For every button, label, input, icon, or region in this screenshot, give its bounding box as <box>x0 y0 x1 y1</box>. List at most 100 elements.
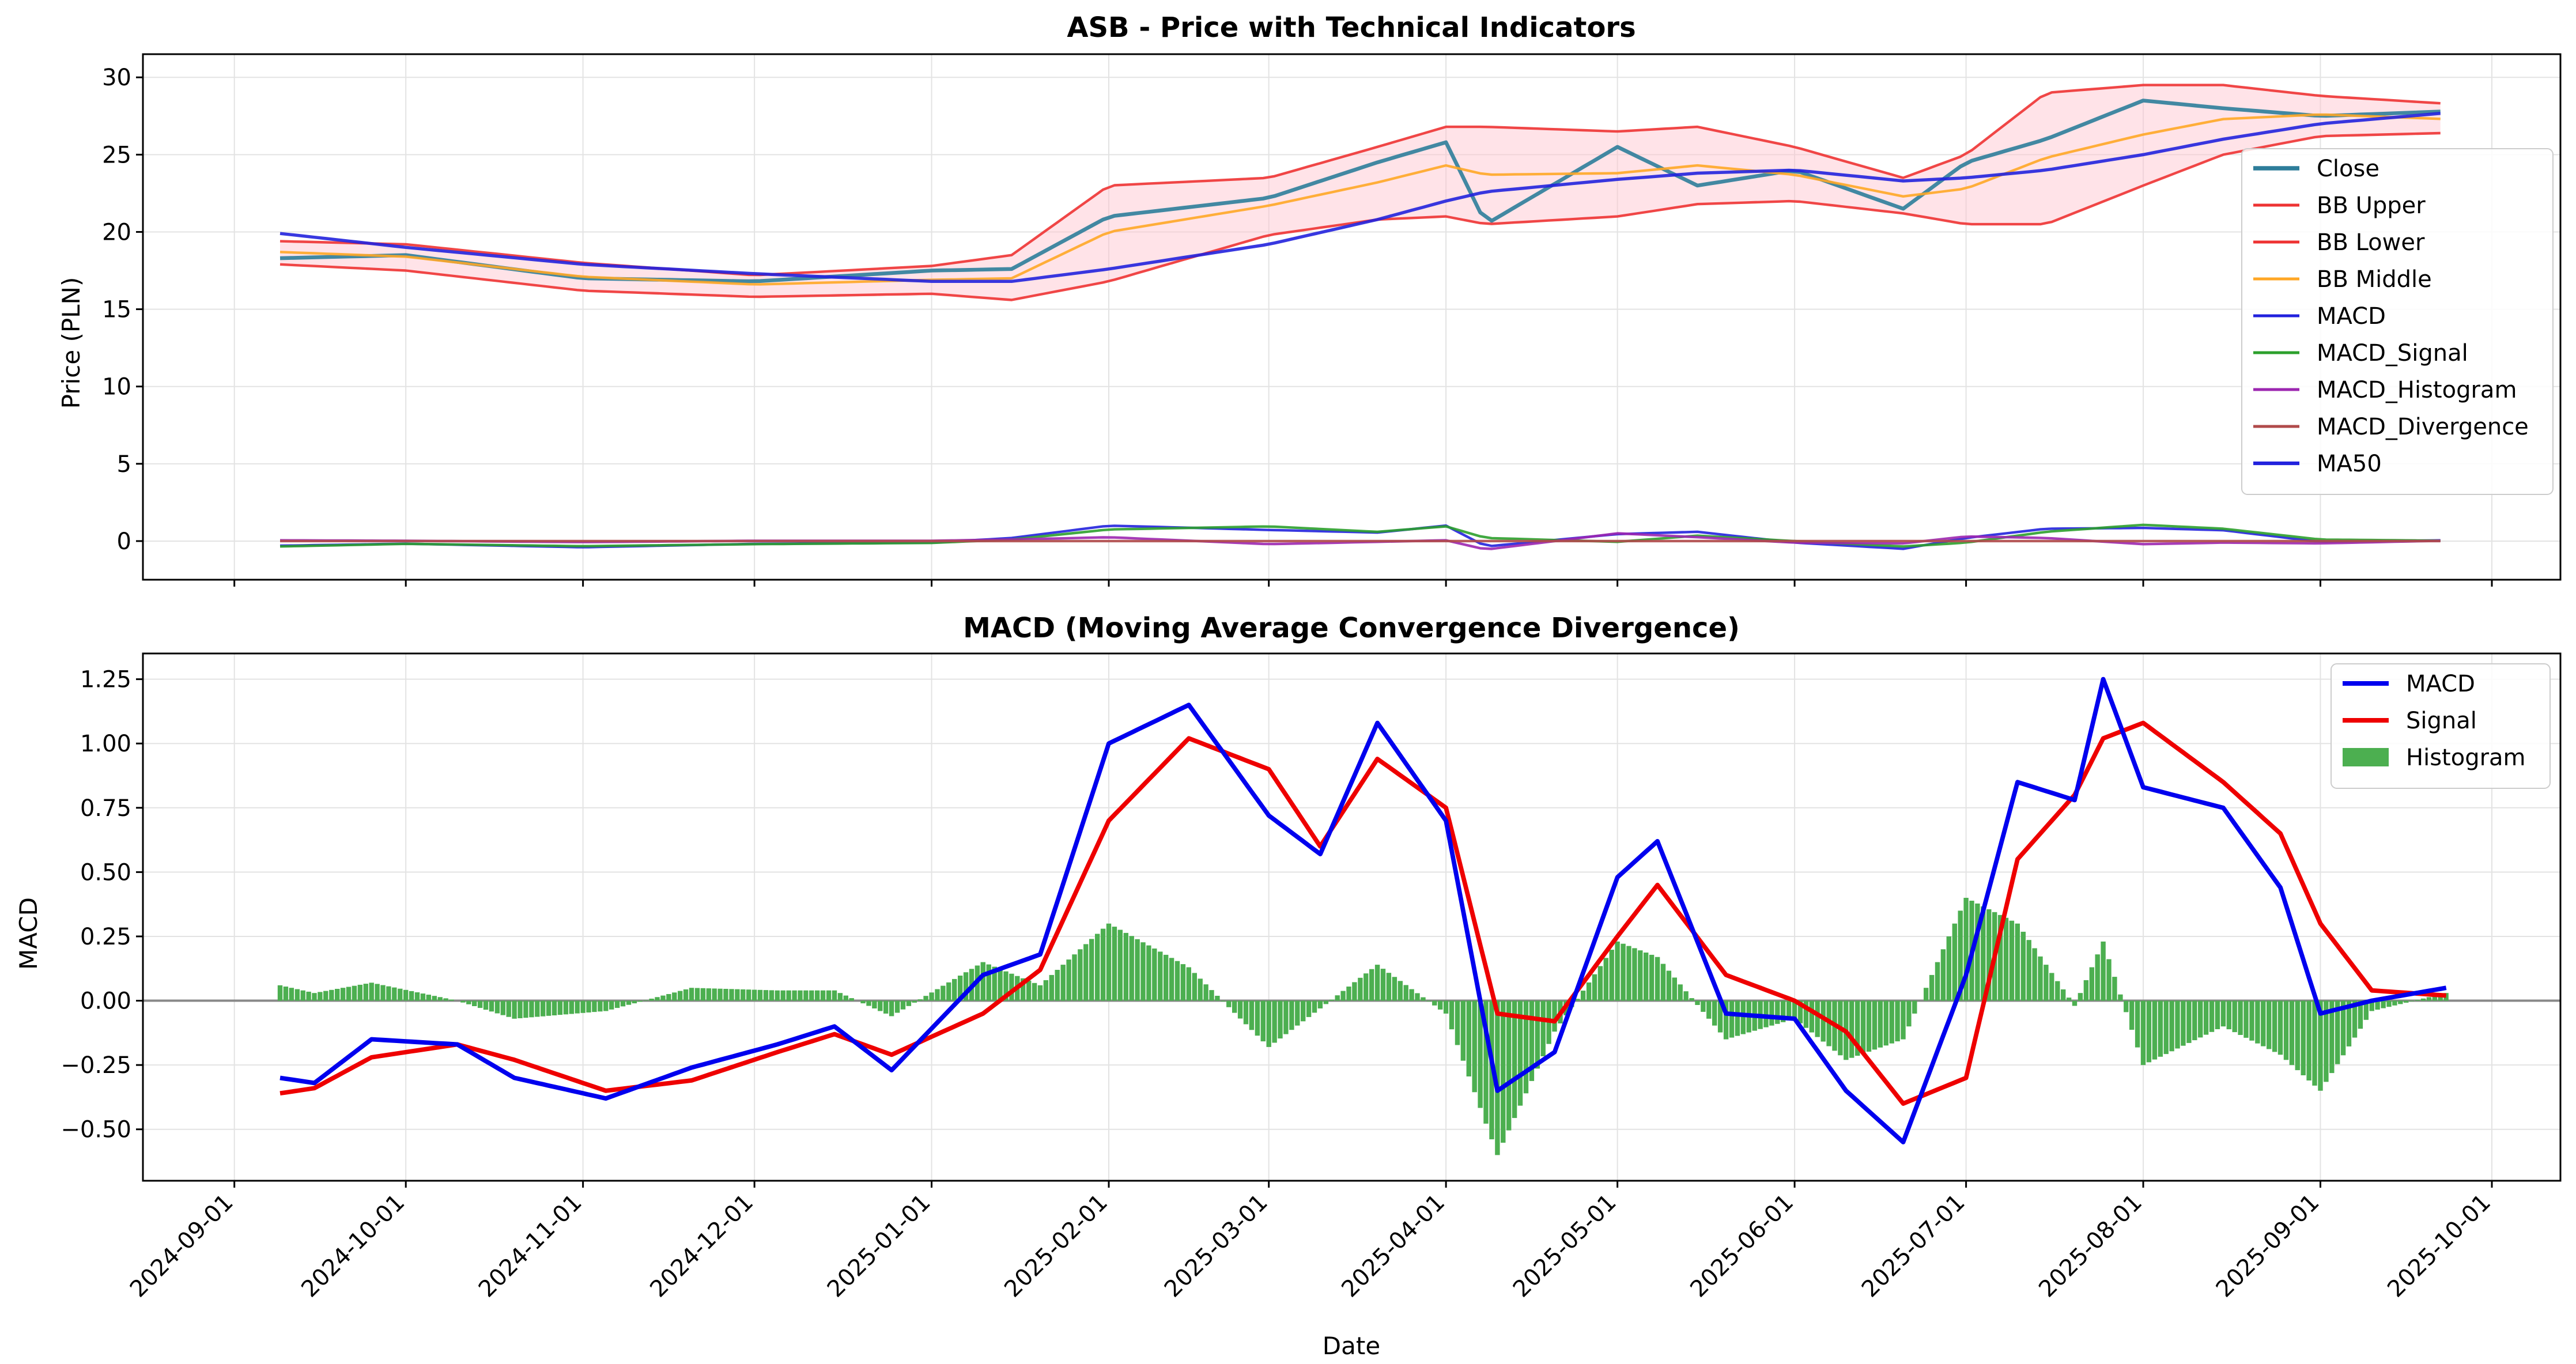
histogram-bar <box>1403 985 1408 1001</box>
histogram-bar <box>1426 1000 1431 1002</box>
histogram-bar <box>312 993 317 1001</box>
histogram-bar <box>1055 970 1060 1001</box>
histogram-bar <box>1717 1000 1723 1033</box>
histogram-bar <box>1409 989 1414 1001</box>
histogram-bar <box>866 1000 871 1006</box>
histogram-bar <box>992 966 997 1001</box>
histogram-bar <box>1129 936 1134 1001</box>
histogram-bar <box>820 990 826 1001</box>
histogram-bar <box>598 1000 603 1012</box>
histogram-bar <box>980 962 985 1001</box>
histogram-bar <box>1249 1000 1255 1030</box>
histogram-bar <box>552 1000 557 1015</box>
histogram-bar <box>1952 923 1957 1001</box>
histogram-bar <box>398 988 403 1001</box>
histogram-bar <box>1781 1000 1786 1022</box>
histogram-bar <box>2146 1000 2152 1063</box>
xtick-label: 2024-12-01 <box>645 1189 758 1303</box>
histogram-bar <box>1306 1000 1312 1017</box>
histogram-bar <box>306 991 311 1001</box>
histogram-bar <box>940 985 946 1001</box>
histogram-bar <box>1552 1000 1557 1032</box>
histogram-bar <box>729 989 734 1001</box>
macd-chart-frame <box>142 652 2562 1182</box>
histogram-bar <box>786 990 791 1001</box>
legend-swatch <box>2343 748 2389 766</box>
histogram-bar <box>1209 990 1214 1001</box>
histogram-bar <box>2049 973 2054 1001</box>
histogram-bar <box>2118 994 2123 1001</box>
legend-entry: MACD <box>2406 671 2475 697</box>
histogram-bar <box>2209 1000 2215 1032</box>
price-chart-legend: Close BB Upper BB Lower BB Middle MACD MACD_S… <box>2241 148 2554 495</box>
histogram-bar <box>1421 997 1426 1001</box>
histogram-bar <box>1626 946 1631 1001</box>
histogram-bar <box>1323 1000 1329 1004</box>
legend-entry: BB Middle <box>2317 266 2432 293</box>
histogram-bar <box>1644 953 1649 1001</box>
histogram-bar <box>1820 1000 1826 1042</box>
histogram-bar <box>1506 1000 1512 1131</box>
histogram-bar <box>837 993 843 1001</box>
histogram-bar <box>392 987 397 1001</box>
histogram-bar <box>2249 1000 2254 1041</box>
histogram-bar <box>958 976 963 1001</box>
histogram-bar <box>426 995 431 1001</box>
histogram-bar <box>541 1000 546 1017</box>
ytick-label: 0.75 <box>80 795 131 822</box>
histogram-bar <box>386 986 391 1001</box>
histogram-bar <box>1860 1000 1866 1054</box>
histogram-bar <box>1295 1000 1300 1026</box>
histogram-bar <box>1866 1000 1872 1052</box>
histogram-bar <box>1386 973 1392 1001</box>
ytick-label: 30 <box>102 65 131 91</box>
histogram-bar <box>1146 945 1151 1001</box>
histogram-bar <box>632 1000 637 1004</box>
histogram-bar <box>1460 1000 1466 1061</box>
histogram-bar <box>2318 1000 2323 1091</box>
histogram-bar <box>1906 1000 1912 1027</box>
histogram-bar <box>815 990 820 1001</box>
xtick-label: 2025-10-01 <box>2382 1189 2496 1303</box>
histogram-bar <box>1701 1000 1706 1012</box>
histogram-bar <box>529 1000 534 1018</box>
histogram-bar <box>1975 903 1980 1001</box>
histogram-bar <box>2306 1000 2311 1080</box>
histogram-bar <box>2220 1000 2226 1027</box>
histogram-bar <box>1438 1000 1443 1010</box>
histogram-bar <box>2432 996 2437 1001</box>
histogram-bar <box>1283 1000 1289 1034</box>
histogram-bar <box>735 989 740 1001</box>
histogram-bar <box>375 984 380 1001</box>
histogram-bar <box>1186 967 1191 1001</box>
histogram-bar <box>1226 1000 1232 1007</box>
histogram-bar <box>1078 949 1083 1001</box>
xtick-label: 2025-03-01 <box>1159 1189 1273 1303</box>
histogram-bar <box>878 1000 883 1011</box>
ytick-label: 20 <box>102 219 131 245</box>
histogram-bar <box>1117 930 1123 1001</box>
histogram-bar <box>1289 1000 1294 1030</box>
histogram-bar <box>1809 1000 1814 1033</box>
histogram-bar <box>2329 1000 2335 1074</box>
histogram-bar <box>1981 906 1986 1001</box>
macd-chart-title: MACD (Moving Average Convergence Diverge… <box>963 612 1740 644</box>
xtick-label: 2024-10-01 <box>296 1189 410 1303</box>
histogram-bar <box>1369 969 1374 1001</box>
histogram-bar <box>1215 996 1220 1001</box>
histogram-bar <box>1301 1000 1306 1022</box>
histogram-bar <box>1638 950 1643 1001</box>
histogram-bar <box>2404 1000 2409 1003</box>
histogram-bar <box>592 1000 597 1012</box>
histogram-bar <box>1723 1000 1729 1040</box>
histogram-bar <box>1083 944 1089 1001</box>
histogram-bar <box>1180 964 1186 1001</box>
histogram-bar <box>1174 961 1180 1001</box>
histogram-bar <box>1621 943 1626 1001</box>
xtick-label: 2025-07-01 <box>1857 1189 1970 1303</box>
histogram-bar <box>986 964 991 1001</box>
histogram-bar <box>2124 1000 2129 1012</box>
histogram-bar <box>414 992 420 1001</box>
histogram-bar <box>2346 1000 2352 1046</box>
histogram-bar <box>1123 932 1128 1001</box>
